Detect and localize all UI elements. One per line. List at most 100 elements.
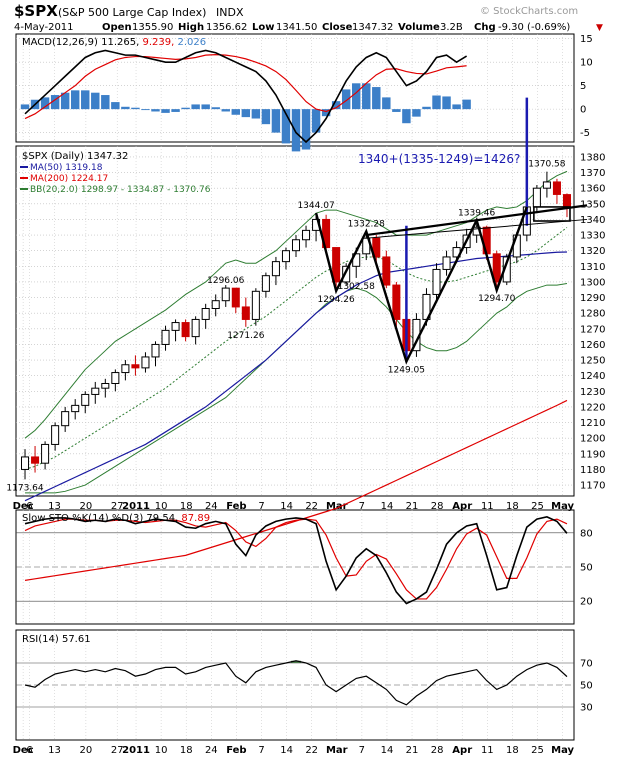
candle-body [251, 290, 260, 320]
x-tick-label: 24 [205, 745, 218, 756]
candle-body [31, 456, 40, 464]
legend-entry: MA(50) 1319.18 [30, 163, 103, 173]
price-y-tick-label: 1250 [580, 356, 605, 367]
price-y-tick-label: 1190 [580, 449, 605, 460]
price-y-tick-label: 1310 [580, 262, 605, 273]
candle-body [111, 372, 120, 384]
x-tick-label: 25 [531, 501, 544, 512]
macd-y-tick-label: 5 [580, 81, 586, 92]
macd-histogram-bar [60, 92, 70, 110]
symbol: $SPX [14, 2, 58, 20]
candle-body [392, 284, 401, 320]
price-annotation: 1173.64 [6, 483, 43, 493]
macd-histogram-bar [141, 109, 150, 111]
macd-histogram-bar [121, 106, 130, 110]
price-y-tick-label: 1230 [580, 387, 605, 398]
sto-title-text: Slow STO %K(14) %D(3) [22, 513, 146, 524]
macd-histogram-bar [372, 87, 381, 110]
macd-title-text: MACD(12,26,9) [22, 37, 101, 48]
x-tick-label: May [551, 745, 574, 756]
macd-histogram-bar [50, 95, 60, 110]
rsi-y-tick-label: 70 [580, 659, 593, 670]
macd-histogram-bar [341, 89, 351, 110]
x-tick-label: Mar [326, 745, 348, 756]
open-value: 1355.90 [132, 22, 173, 33]
price-y-tick-label: 1180 [580, 465, 605, 476]
price-annotation: 1344.07 [297, 201, 334, 211]
x-tick-label: 10 [155, 501, 168, 512]
price-annotation: 1296.06 [207, 276, 244, 286]
candle-body [171, 322, 180, 331]
close-label: Close [322, 22, 353, 33]
macd-histogram-bar [311, 109, 321, 133]
candle-body [101, 383, 110, 389]
macd-histogram-bar [392, 109, 401, 112]
neckline [366, 204, 588, 237]
rsi-title: RSI(14) 57.61 [22, 634, 91, 645]
candle-body [271, 261, 280, 277]
macd-histogram-bar [412, 109, 421, 117]
price-y-tick-label: 1330 [580, 231, 605, 242]
macd-value: 11.265, [101, 37, 142, 48]
macd-histogram-bar [171, 109, 180, 112]
macd-histogram-bar [131, 107, 140, 110]
x-tick-label: 14 [381, 501, 394, 512]
candle-body [332, 247, 341, 283]
candle-body [191, 318, 200, 338]
price-y-tick-label: 1260 [580, 340, 605, 351]
price-y-tick-label: 1170 [580, 481, 605, 492]
macd-histogram-bar [432, 95, 441, 110]
rsi-title-text: RSI(14) [22, 634, 62, 645]
x-tick-label: 11 [481, 501, 494, 512]
candle-body [442, 256, 451, 270]
macd-histogram-bar [452, 104, 461, 110]
open-label: Open [102, 22, 132, 33]
volume-label: Volume [398, 22, 440, 33]
candle-body [141, 356, 150, 369]
candle-body [211, 300, 220, 309]
candle-body [41, 443, 50, 464]
sto-d-value: 87.89 [181, 513, 210, 524]
macd-histogram-bar [181, 107, 190, 110]
macd-histogram-bar [151, 109, 160, 112]
price-frame [15, 145, 575, 497]
price-panel: 1170 1180 1190 1200 1210 1220 1230 1240 1250 1260… [15, 145, 605, 497]
x-tick-label: 22 [305, 745, 318, 756]
x-tick-label: 6 [26, 501, 32, 512]
candle-body [221, 287, 230, 302]
candle-body [372, 237, 381, 258]
macd-histogram-bar [221, 109, 230, 112]
candle-body [562, 194, 571, 209]
x-tick-label: 2011 [122, 501, 150, 512]
macd-histogram-bar [291, 109, 301, 152]
price-annotation: 1271.26 [227, 331, 264, 341]
x-tick-label: Dec [13, 745, 34, 756]
macd-histogram-bar [20, 104, 30, 110]
price-annotation: 1302.58 [338, 282, 375, 292]
price-annotation: 1332.28 [348, 220, 385, 230]
high-value: 1356.62 [206, 22, 247, 33]
rsi-line [24, 660, 568, 706]
price-y-tick-label: 1290 [580, 293, 605, 304]
macd-histogram-bar [241, 109, 251, 118]
macd-histogram-bar [362, 83, 371, 110]
x-tick-label: Feb [226, 745, 246, 756]
rsi-overbought-fill [290, 660, 302, 663]
bb-upper-band [24, 170, 568, 439]
candle-body [542, 181, 551, 189]
price-y-tick-label: 1300 [580, 277, 605, 288]
macd-line [24, 49, 468, 144]
price-y-tick-label: 1380 [580, 152, 605, 163]
sto-k-value: 79.54, [146, 513, 181, 524]
down-arrow-icon: ▼ [596, 23, 603, 33]
price-y-tick-label: 1270 [580, 324, 605, 335]
x-tick-label: Mar [326, 501, 348, 512]
candle-body [532, 187, 541, 208]
rsi-y-tick-label: 50 [580, 681, 593, 692]
volume-value: 3.2B [440, 22, 463, 33]
lower-trendline [366, 218, 588, 239]
watermark: © StockCharts.com [480, 6, 578, 17]
x-tick-label: May [551, 501, 574, 512]
macd-histogram-bar [462, 99, 471, 110]
x-tick-label: 20 [79, 501, 92, 512]
